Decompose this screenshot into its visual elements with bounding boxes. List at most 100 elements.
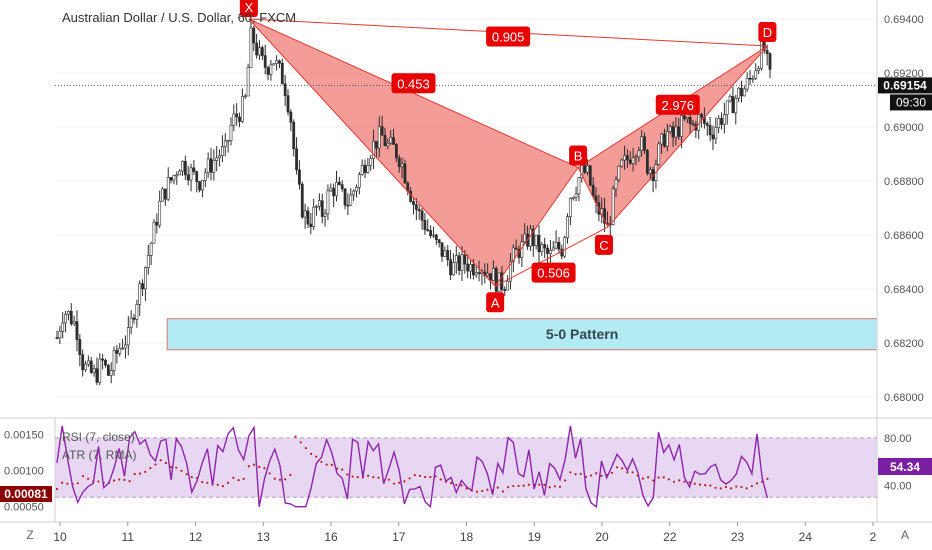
candle [315, 204, 318, 216]
candle [394, 142, 398, 162]
time-tick: 12 [189, 530, 203, 544]
candle [86, 355, 90, 367]
candle [531, 225, 535, 257]
candle [577, 176, 581, 202]
candle [500, 265, 504, 297]
candle [725, 100, 729, 125]
candle [392, 128, 395, 145]
candle [203, 168, 207, 188]
time-tick: 11 [122, 530, 135, 544]
candle [112, 346, 116, 376]
candle [155, 213, 159, 234]
candle [206, 152, 210, 178]
price-tick: 0.68800 [884, 176, 924, 188]
time-tick: 18 [460, 530, 474, 544]
candle [169, 176, 173, 184]
rsi-value: 54.34 [890, 460, 920, 474]
time-tick: 16 [324, 530, 338, 544]
symbol-title[interactable]: Australian Dollar / U.S. Dollar, 60, FXC… [62, 10, 296, 25]
candle [429, 225, 433, 239]
candle [403, 159, 407, 184]
candle [625, 149, 629, 169]
candle [457, 252, 461, 276]
candle [566, 213, 569, 244]
candle [298, 160, 301, 190]
candle [548, 240, 552, 263]
candle [106, 363, 110, 376]
candle [506, 275, 510, 291]
candle [432, 226, 435, 239]
candle [158, 190, 162, 228]
candle [426, 219, 430, 232]
candle [192, 160, 196, 175]
indicator-axis[interactable]: 0.00150 0.00100 0.00050 80.00 40.00 [4, 429, 912, 513]
candle [671, 121, 675, 147]
time-tick: 10 [53, 530, 67, 544]
time-tick: 13 [257, 530, 271, 544]
candle [386, 138, 390, 150]
bar-countdown: 09:30 [896, 95, 926, 109]
candle [152, 218, 156, 244]
candle [138, 280, 142, 317]
point-label-a: A [486, 292, 505, 313]
candle [745, 72, 749, 92]
candle [95, 357, 99, 386]
candle [335, 170, 338, 202]
candle [135, 299, 139, 328]
price-tick: 0.68200 [884, 338, 924, 350]
pattern-labels: X A B C D 0.905 0.453 2.976 0.506 [239, 0, 777, 313]
candle [303, 203, 307, 229]
auto-scale-button[interactable]: A [901, 528, 909, 542]
atr-legend[interactable]: ATR (7, RMA) [62, 448, 136, 462]
candle [443, 246, 447, 257]
candle [178, 169, 182, 176]
candle [748, 70, 752, 85]
candle [369, 154, 373, 171]
price-axis[interactable]: 0.69400 0.69200 0.69000 0.68800 0.68600 0.684… [884, 14, 924, 404]
candle [477, 260, 481, 282]
candle [412, 197, 415, 215]
candle [377, 116, 381, 158]
candle [657, 141, 661, 167]
zoom-button[interactable]: Z [26, 528, 33, 542]
candle [765, 44, 769, 66]
candle [61, 312, 65, 339]
candle [637, 146, 641, 162]
candle [397, 154, 401, 173]
candles [55, 21, 772, 386]
candle [198, 180, 202, 193]
candle [614, 176, 618, 197]
price-tick: 0.69400 [884, 14, 924, 26]
rsi-band [55, 437, 877, 498]
candle [132, 314, 136, 324]
candle [380, 115, 384, 136]
atr-badge: 0.00081 [0, 486, 52, 502]
candle [631, 147, 635, 172]
candle [67, 310, 70, 321]
candle [332, 183, 336, 208]
rsi-legend[interactable]: RSI (7, close) [62, 430, 135, 444]
candle [104, 358, 107, 368]
ratio-label-xd: 0.905 [486, 26, 531, 47]
candle [640, 129, 644, 157]
candle [634, 154, 638, 166]
candle [286, 89, 290, 116]
atr-tick: 0.00100 [4, 466, 44, 478]
candle [352, 189, 356, 201]
candle [275, 55, 279, 71]
candle [460, 246, 464, 281]
candle [437, 238, 441, 248]
candle [289, 109, 293, 132]
candle [249, 21, 253, 68]
candle [272, 63, 276, 66]
svg-text:D: D [763, 25, 772, 40]
ratio-label-xab: 0.453 [391, 73, 436, 94]
candle [317, 193, 321, 211]
time-axis[interactable]: 10 11 12 13 16 17 18 19 20 22 23 24 2 [53, 522, 877, 544]
candle [643, 132, 646, 154]
candle [355, 184, 358, 198]
rsi-badge: 54.34 [878, 458, 932, 475]
candle [503, 286, 507, 296]
candle [309, 212, 313, 235]
